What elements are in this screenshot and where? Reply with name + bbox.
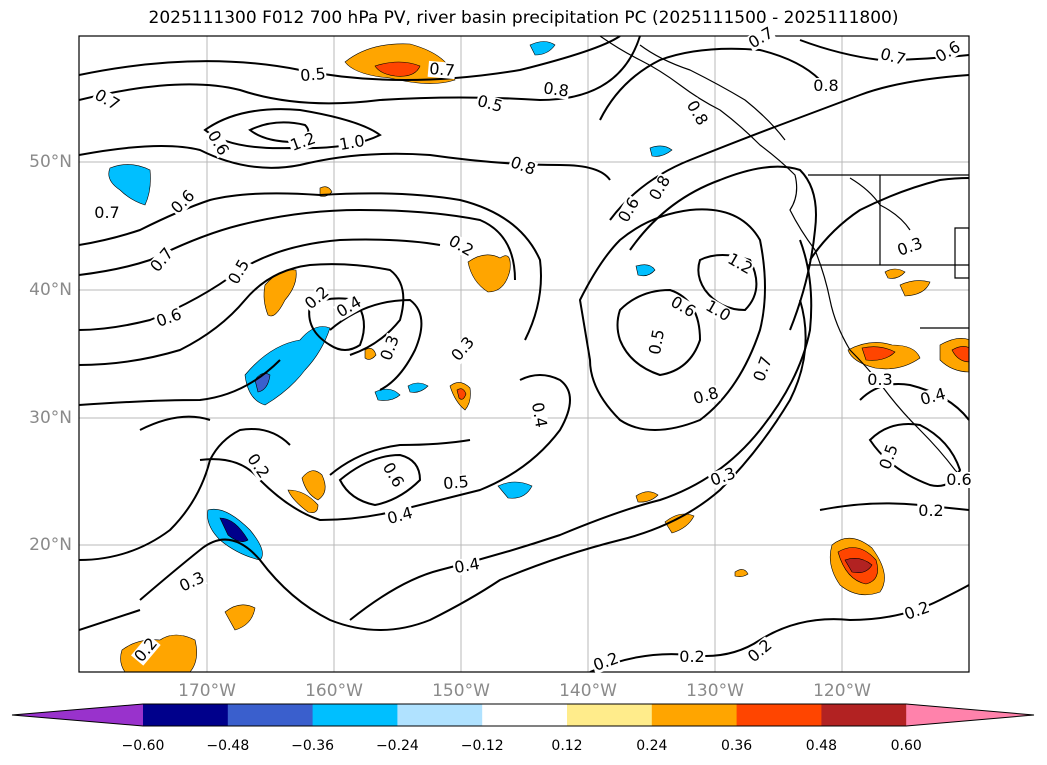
- contour-label: 0.6: [945, 470, 973, 489]
- colorbar-tick-label: 0.48: [805, 738, 837, 754]
- pv-contour: [308, 297, 365, 351]
- contour-label: 0.7: [427, 58, 457, 81]
- colorbar-segment: [567, 704, 653, 726]
- coastline: [599, 36, 969, 486]
- colorbar-tick-label: 0.36: [721, 738, 753, 754]
- pv-contour: [329, 439, 471, 476]
- precip-negative-area: [529, 41, 556, 56]
- precip-positive-area: [664, 513, 695, 534]
- pv-contour: [79, 36, 621, 81]
- contour-label: 0.5: [298, 63, 328, 86]
- contour-label: 1.0: [337, 130, 367, 155]
- precip-positive-area: [224, 604, 256, 631]
- colorbar-segment: [482, 704, 568, 726]
- colorbar-segment: [312, 704, 398, 726]
- colorbar-segment: [736, 704, 822, 726]
- lon-label-160w: 160°W: [305, 681, 363, 701]
- precip-negative-area: [374, 388, 401, 401]
- colorbar-tick-label: −0.60: [121, 738, 165, 754]
- contour-label: 0.3: [866, 370, 894, 389]
- pv-contour: [203, 108, 382, 150]
- lat-label-20n: 20°N: [29, 535, 72, 555]
- contour-label: 0.4: [527, 400, 552, 430]
- pv-contour: [79, 36, 641, 105]
- precip-negative-core: [219, 517, 249, 542]
- contour-label: 0.2: [917, 501, 945, 520]
- lon-label-140w: 140°W: [559, 681, 617, 701]
- colorbar-extend-low: [12, 704, 143, 726]
- pv-contour: [199, 374, 571, 522]
- colorbar-tick-label: 0.24: [636, 738, 668, 754]
- colorbar-tick-label: 0.60: [890, 738, 922, 754]
- colorbar-tick-label: −0.48: [206, 738, 250, 754]
- lat-label-40n: 40°N: [29, 280, 72, 300]
- precip-positive-area: [287, 489, 319, 513]
- pv-contour: [139, 299, 807, 631]
- precip-positive-core: [456, 388, 467, 400]
- lon-label-120w: 120°W: [813, 681, 871, 701]
- pv-contours: [79, 36, 969, 672]
- map-frame: [78, 35, 970, 673]
- contour-label: 0.8: [812, 76, 840, 95]
- pv-contour: [819, 502, 969, 511]
- precip-positive-area: [884, 268, 906, 279]
- pv-contour: [578, 208, 766, 431]
- precip-negative-area: [649, 145, 673, 157]
- pv-contour: [79, 263, 405, 366]
- colorbar-tick-label: −0.12: [460, 738, 504, 754]
- colorbar-extend-high: [906, 704, 1034, 726]
- pv-contour: [349, 239, 813, 621]
- pv-contour: [599, 47, 821, 121]
- pv-contour: [79, 145, 611, 181]
- contour-label: 0.8: [541, 78, 571, 101]
- colorbar-segment: [651, 704, 738, 726]
- lat-label-30n: 30°N: [29, 408, 72, 428]
- pv-contour: [79, 192, 542, 341]
- precip-positive-core: [374, 61, 421, 77]
- precip-positive-area: [734, 569, 749, 577]
- pv-contour: [859, 383, 969, 421]
- colorbar-segment: [821, 704, 907, 726]
- contour-label: 0.5: [644, 327, 669, 357]
- contour-label: 0.2: [678, 647, 706, 666]
- precip-positive-area: [467, 254, 511, 293]
- lon-label-150w: 150°W: [432, 681, 490, 701]
- pv-contour: [809, 177, 969, 261]
- colorbar-segment: [143, 704, 229, 726]
- pv-contour: [79, 609, 141, 631]
- precip-positive-core: [951, 346, 969, 363]
- precip-negative-area: [497, 481, 533, 499]
- map-title: 2025111300 F012 700 hPa PV, river basin …: [148, 8, 899, 28]
- colorbar: [11, 703, 1035, 727]
- pv-contour: [338, 453, 422, 507]
- pv-contour: [79, 428, 291, 561]
- colorbar-segment: [227, 704, 314, 726]
- colorbar-tick-label: 0.12: [551, 738, 583, 754]
- contour-label: 0.5: [441, 471, 471, 494]
- pv-contour: [79, 359, 281, 406]
- precip-negative-area: [407, 382, 429, 393]
- precip-negative-area: [108, 164, 151, 206]
- precip-positive-area: [899, 280, 931, 297]
- lon-label-170w: 170°W: [178, 681, 236, 701]
- pv-contour: [139, 415, 211, 431]
- colorbar-tick-label: −0.36: [291, 738, 335, 754]
- precip-positive-area: [301, 470, 326, 501]
- contour-label: 0.7: [93, 203, 121, 222]
- precip-positive-core: [861, 346, 896, 361]
- lon-label-130w: 130°W: [686, 681, 744, 701]
- precip-shading: [108, 41, 969, 672]
- precip-positive-area: [635, 491, 659, 503]
- colorbar-tick-label: −0.24: [375, 738, 419, 754]
- precip-negative-area: [635, 264, 656, 277]
- precip-positive-area: [364, 348, 377, 360]
- colorbar-segment: [397, 704, 483, 726]
- pv-contour: [589, 584, 969, 672]
- pv-contour: [868, 423, 962, 487]
- contour-label: 0.4: [452, 553, 482, 578]
- pv-contour: [616, 288, 702, 377]
- lat-label-50n: 50°N: [29, 152, 72, 172]
- precip-positive-core: [844, 558, 873, 573]
